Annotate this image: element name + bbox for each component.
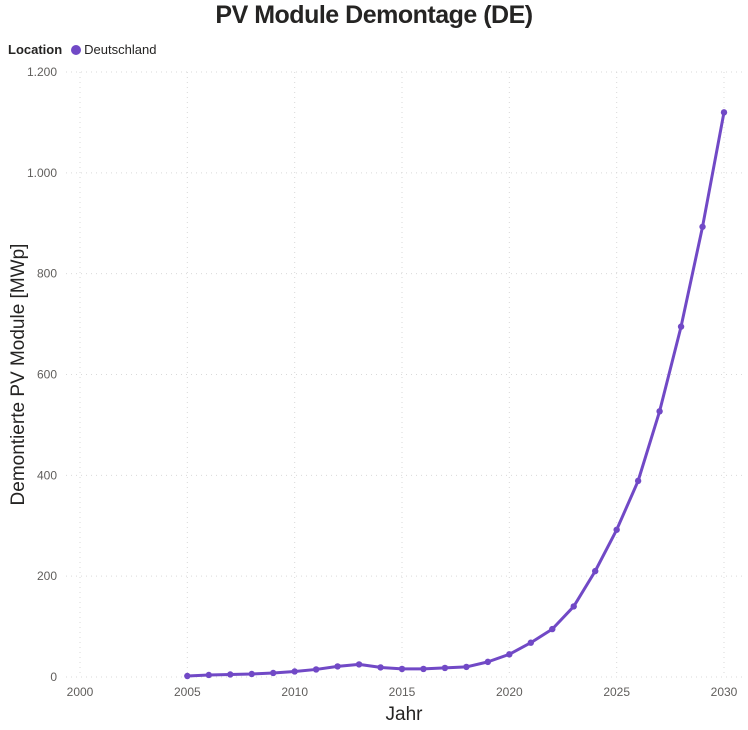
x-tick-label: 2005 bbox=[174, 685, 201, 699]
data-point bbox=[592, 567, 599, 575]
y-tick-label: 1.000 bbox=[27, 166, 57, 180]
data-point bbox=[720, 109, 728, 116]
y-tick-label: 200 bbox=[37, 569, 57, 583]
data-point bbox=[420, 665, 427, 673]
data-point bbox=[656, 408, 663, 415]
data-point bbox=[184, 672, 191, 680]
x-tick-label: 2030 bbox=[711, 685, 738, 699]
legend-item-label: Deutschland bbox=[84, 42, 157, 57]
x-tick-label: 2025 bbox=[603, 685, 630, 699]
data-point bbox=[355, 661, 363, 668]
legend-item-deutschland[interactable]: Deutschland bbox=[71, 42, 156, 57]
data-point bbox=[312, 666, 320, 673]
data-point bbox=[227, 671, 234, 678]
y-tick-label: 800 bbox=[37, 267, 57, 281]
data-point bbox=[699, 223, 706, 230]
x-axis-title: Jahr bbox=[386, 704, 424, 725]
data-point bbox=[248, 670, 255, 678]
data-point bbox=[506, 651, 513, 658]
data-point bbox=[205, 671, 212, 679]
legend: Location Deutschland bbox=[8, 42, 156, 57]
data-point bbox=[291, 668, 298, 675]
y-tick-label: 400 bbox=[37, 468, 57, 482]
y-tick-label: 1.200 bbox=[27, 65, 57, 79]
chart-title: PV Module Demontage (DE) bbox=[215, 1, 533, 29]
data-point bbox=[441, 664, 449, 672]
legend-color-dot bbox=[71, 44, 82, 55]
data-point bbox=[634, 477, 642, 485]
data-point bbox=[613, 526, 620, 533]
y-tick-label: 600 bbox=[37, 368, 57, 382]
data-point bbox=[677, 323, 685, 330]
data-point bbox=[527, 639, 534, 646]
data-point bbox=[570, 603, 577, 610]
x-tick-label: 2015 bbox=[389, 685, 416, 699]
x-tick-label: 2000 bbox=[67, 685, 94, 699]
data-point bbox=[398, 665, 406, 673]
legend-title: Location bbox=[8, 42, 63, 57]
data-point bbox=[463, 663, 470, 671]
data-point bbox=[377, 664, 384, 671]
data-point bbox=[334, 663, 341, 670]
data-point bbox=[484, 658, 492, 666]
x-tick-label: 2010 bbox=[281, 685, 308, 699]
data-point bbox=[270, 669, 277, 677]
x-tick-label: 2020 bbox=[496, 685, 523, 699]
data-point bbox=[549, 625, 556, 633]
y-axis-title: Demontierte PV Module [MWp] bbox=[8, 244, 29, 506]
y-tick-label: 0 bbox=[50, 670, 57, 684]
series-line bbox=[185, 110, 726, 678]
